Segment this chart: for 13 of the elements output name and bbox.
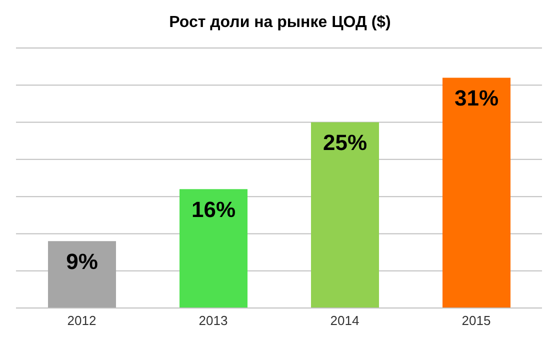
chart-title: Рост доли на рынке ЦОД ($) [168,13,392,33]
data-label: 31% [454,85,499,110]
data-label: 16% [191,196,236,222]
bar [180,189,248,308]
bar [311,122,379,308]
bar [442,78,510,308]
data-label: 25% [322,130,368,155]
x-tick-label: 2015 [462,313,491,328]
x-tick-label: 2012 [67,313,96,328]
data-label: 9% [66,248,98,274]
x-tick-label: 2014 [330,313,360,328]
bar [48,241,116,308]
x-tick-label: 2013 [198,313,228,328]
